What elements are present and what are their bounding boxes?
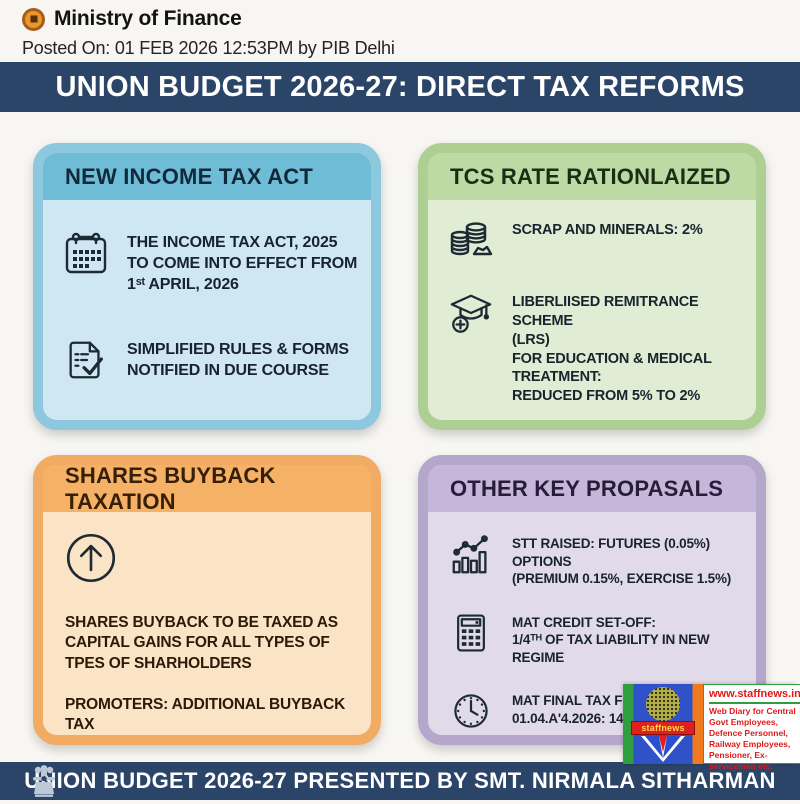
pib-emblem-icon [22, 7, 45, 31]
list-item: MAT CREDIT SET-OFF: 1/4ᵀᴴ OF TAX LIABILI… [444, 611, 744, 667]
item-text: STT RAISED: FUTURES (0.05%) OPTIONS (PRE… [512, 536, 732, 587]
title-banner: UNION BUDGET 2026-27: DIRECT TAX REFORMS [0, 62, 800, 112]
card-new-income-tax-act: NEW INCOME TAX ACT [33, 143, 381, 430]
ministry-row: Ministry of Finance [22, 7, 395, 31]
posted-on-line: Posted On: 01 FEB 2026 12:53PM by PIB De… [22, 38, 395, 58]
growth-chart-icon [444, 532, 498, 578]
card-header: TCS RATE RATIONLAIZED [428, 153, 756, 200]
staffnews-url: www.staffnews.in [709, 688, 800, 704]
calculator-icon [444, 611, 498, 655]
card-shares-buyback-taxation: SHARES BUYBACK TAXATION SHARES BUYBACK T… [33, 455, 381, 745]
list-item: LIBERLIISED REMITRANCE SCHEME (LRS) FOR … [444, 290, 744, 406]
tie-icon [641, 736, 685, 767]
graduation-cap-plus-icon [444, 290, 498, 336]
microphone-icon [646, 687, 680, 721]
item-text: LIBERLIISED REMITRANCE SCHEME (LRS) FOR … [512, 294, 712, 405]
item-text: SCRAP AND MINERALS: 2% [512, 222, 703, 238]
list-item: SCRAP AND MINERALS: 2% [444, 218, 744, 266]
card-body: SCRAP AND MINERALS: 2% [428, 200, 756, 420]
ministry-name: Ministry of Finance [54, 7, 242, 30]
staffnews-logo: staffnews [623, 684, 703, 764]
item-text: MAT CREDIT SET-OFF: 1/4ᵀᴴ OF TAX LIABILI… [512, 614, 710, 665]
banner-title: UNION BUDGET 2026-27: DIRECT TAX REFORMS [55, 70, 745, 103]
card-body: SHARES BUYBACK TO BE TAXED AS CAPITAL GA… [43, 512, 371, 735]
coins-icon [444, 218, 498, 266]
staffnews-ribbon-label: staffnews [641, 723, 685, 733]
item-text: THE INCOME TAX ACT, 2025 TO COME INTO EF… [127, 234, 358, 293]
card-title: TCS RATE RATIONLAIZED [450, 163, 731, 189]
list-item: SIMPLIFIED RULES & FORMS NOTIFIED IN DUE… [59, 337, 359, 383]
staffnews-watermark: staffnews www.staffnews.in Web Diary for… [623, 684, 800, 771]
item-text: SIMPLIFIED RULES & FORMS NOTIFIED IN DUE… [127, 341, 349, 380]
document-check-icon [59, 337, 113, 383]
card-title: OTHER KEY PROPASALS [450, 475, 724, 501]
ashoka-emblem-icon [30, 763, 58, 804]
staffnews-ribbon: staffnews [631, 721, 695, 735]
list-item: STT RAISED: FUTURES (0.05%) OPTIONS (PRE… [444, 532, 744, 588]
clock-icon [444, 689, 498, 733]
card-header: OTHER KEY PROPASALS [428, 465, 756, 512]
card-body: STT RAISED: FUTURES (0.05%) OPTIONS (PRE… [428, 512, 756, 735]
footer-title: UNION BUDGET 2026-27 PRESENTED BY SMT. N… [24, 768, 776, 793]
card-body: THE INCOME TAX ACT, 2025 TO COME INTO EF… [43, 200, 371, 420]
staffnews-description: Web Diary for Central Govt Employees, De… [709, 706, 796, 772]
card-header: NEW INCOME TAX ACT [43, 153, 371, 200]
card-tcs-rate-rationalized: TCS RATE RATIONLAIZED [418, 143, 766, 430]
card-header: SHARES BUYBACK TAXATION [43, 462, 371, 514]
cards-grid: NEW INCOME TAX ACT [33, 143, 766, 745]
card-title: SHARES BUYBACK TAXATION [65, 462, 276, 514]
card-title: NEW INCOME TAX ACT [65, 163, 314, 189]
staffnews-info: www.staffnews.in Web Diary for Central G… [703, 684, 800, 771]
list-item: THE INCOME TAX ACT, 2025 TO COME INTO EF… [59, 230, 359, 295]
calendar-icon [59, 230, 113, 278]
card-body-text: SHARES BUYBACK TO BE TAXED AS CAPITAL GA… [65, 614, 346, 734]
topbar: Ministry of Finance Posted On: 01 FEB 20… [22, 7, 395, 59]
arrow-up-circle-icon [65, 532, 355, 589]
footer-bar: UNION BUDGET 2026-27 PRESENTED BY SMT. N… [0, 762, 800, 800]
